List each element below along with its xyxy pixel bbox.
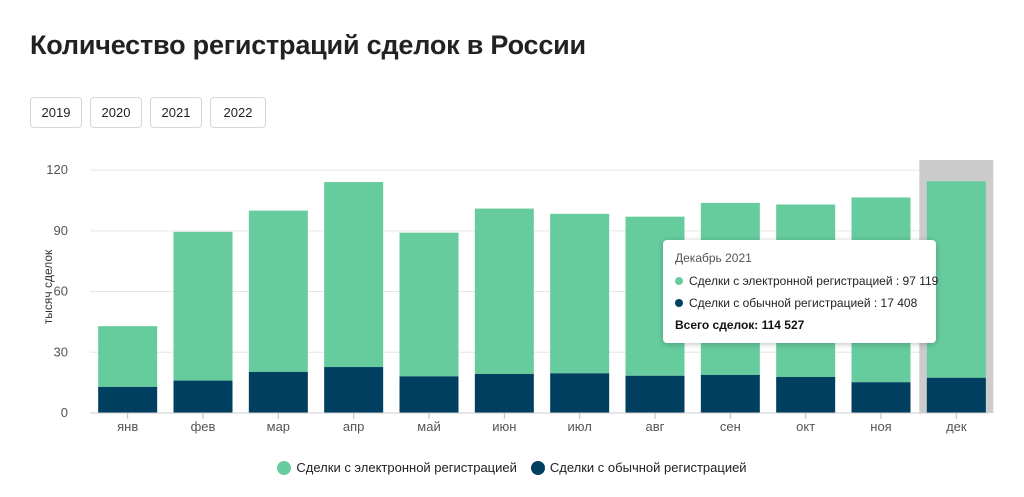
bar-regular bbox=[248, 371, 308, 413]
legend-regular-dot-icon bbox=[530, 460, 545, 475]
bar-electronic bbox=[173, 231, 233, 381]
x-tick-label: фев bbox=[191, 419, 216, 434]
tooltip-electronic-text: Сделки с электронной регистрацией : 97 1… bbox=[689, 274, 939, 288]
chart-tooltip: Декабрь 2021 Сделки с электронной регист… bbox=[663, 240, 938, 343]
bar-electronic bbox=[550, 213, 610, 374]
tooltip-regular-dot-icon bbox=[675, 299, 683, 307]
stacked-bar-chart: 0 30 60 90 120 янв фев мар апр май июн июл авг сен окт… bbox=[41, 160, 994, 434]
bar-electronic bbox=[324, 182, 384, 368]
bar-electronic bbox=[98, 326, 158, 387]
tooltip-electronic-dot-icon bbox=[675, 277, 683, 285]
bar-regular bbox=[324, 367, 384, 413]
bar-electronic bbox=[474, 208, 534, 374]
tooltip-title: Декабрь 2021 bbox=[675, 251, 752, 265]
y-tick-label: 90 bbox=[54, 223, 68, 238]
bar-electronic bbox=[248, 210, 308, 372]
tooltip-regular-text: Сделки с обычной регистрацией : 17 408 bbox=[689, 296, 918, 310]
y-tick-label: 120 bbox=[46, 162, 68, 177]
legend-item-regular[interactable]: Сделки с обычной регистрацией bbox=[530, 460, 747, 475]
y-tick-label: 60 bbox=[54, 284, 68, 299]
bar-regular bbox=[399, 376, 459, 413]
chart-legend: Сделки с электронной регистрацией Сделки… bbox=[0, 460, 1024, 475]
bar-regular bbox=[173, 380, 233, 413]
x-tick-label: май bbox=[417, 419, 440, 434]
x-tick-label: ноя bbox=[870, 419, 891, 434]
year-button-2022[interactable]: 2022 bbox=[210, 97, 266, 128]
bar-electronic bbox=[399, 232, 459, 377]
bar-regular bbox=[776, 376, 836, 413]
x-tick-label: дек bbox=[946, 419, 967, 434]
page-title: Количество регистраций сделок в России bbox=[30, 30, 586, 60]
legend-regular-label: Сделки с обычной регистрацией bbox=[549, 460, 747, 475]
bar-regular bbox=[625, 375, 685, 413]
x-tick-label: июн bbox=[492, 419, 516, 434]
legend-item-electronic[interactable]: Сделки с электронной регистрацией bbox=[277, 460, 517, 475]
x-tick-label: янв bbox=[117, 419, 138, 434]
bar-regular bbox=[474, 373, 534, 413]
x-tick-label: июл bbox=[568, 419, 592, 434]
x-tick-label: авг bbox=[646, 419, 665, 434]
bar-regular bbox=[700, 374, 760, 413]
y-axis-title: тысяч сделок bbox=[41, 249, 55, 324]
legend-electronic-dot-icon bbox=[277, 460, 292, 475]
x-tick-label: апр bbox=[343, 419, 365, 434]
x-tick-label: окт bbox=[796, 419, 815, 434]
tooltip-row-electronic: Сделки с электронной регистрацией : 97 1… bbox=[675, 274, 938, 288]
x-tick-label: мар bbox=[267, 419, 290, 434]
bar-regular bbox=[926, 377, 986, 413]
bar-regular bbox=[98, 386, 158, 413]
bar-regular bbox=[550, 373, 610, 413]
bar-electronic bbox=[926, 181, 986, 378]
year-button-2021[interactable]: 2021 bbox=[150, 97, 202, 128]
year-button-2020[interactable]: 2020 bbox=[90, 97, 142, 128]
tooltip-total: Всего сделок: 114 527 bbox=[675, 318, 805, 332]
bar-regular bbox=[851, 382, 911, 413]
tooltip-row-regular: Сделки с обычной регистрацией : 17 408 bbox=[675, 296, 924, 310]
y-tick-label: 0 bbox=[61, 405, 68, 420]
year-selector: 2019 2020 2021 2022 bbox=[30, 97, 266, 128]
y-tick-label: 30 bbox=[54, 344, 68, 359]
year-button-2019[interactable]: 2019 bbox=[30, 97, 82, 128]
legend-electronic-label: Сделки с электронной регистрацией bbox=[296, 460, 517, 475]
x-tick-label: сен bbox=[720, 419, 741, 434]
